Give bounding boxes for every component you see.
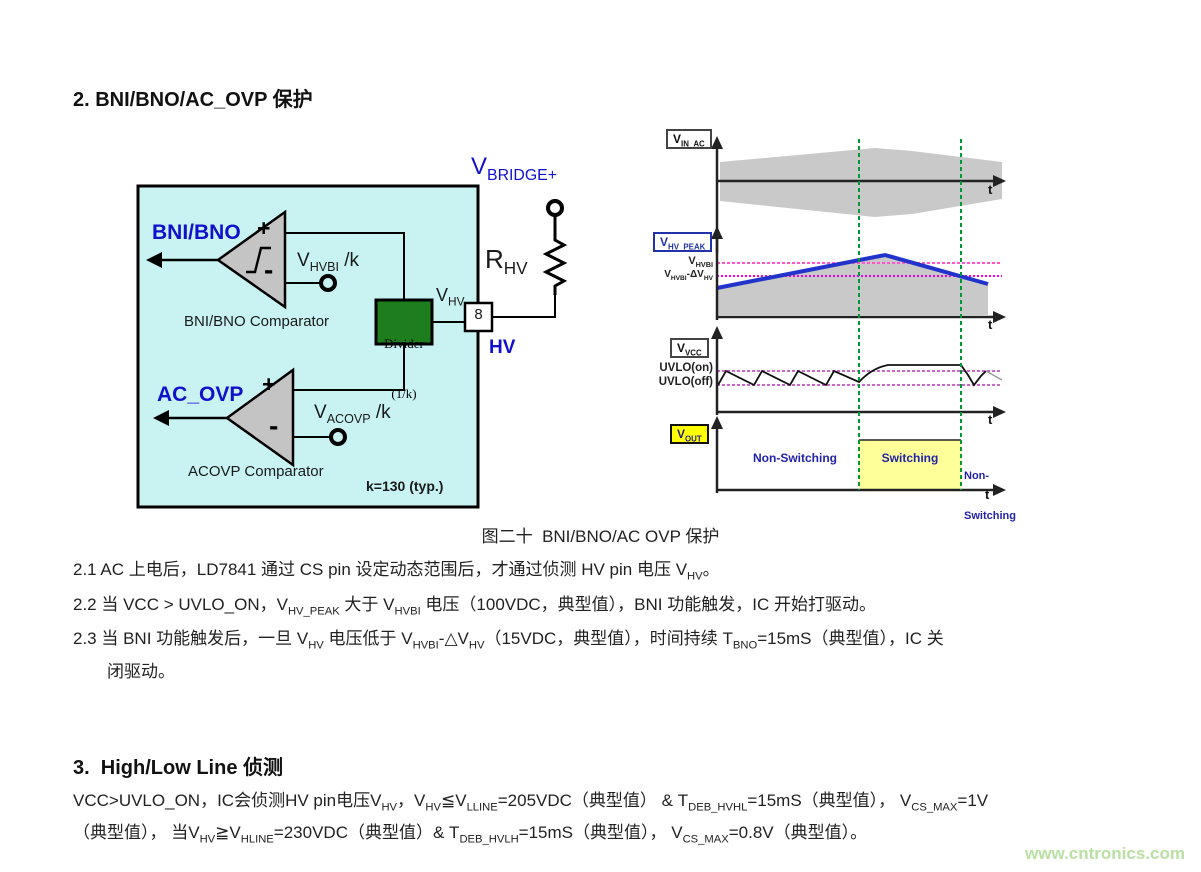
k-factor-note: k=130 (typ.): [366, 478, 444, 494]
divider-label-line2: (1/k): [391, 386, 417, 402]
plot3-y-arrow: [711, 326, 723, 339]
page-title: 2. BNI/BNO/AC_OVP 保护: [73, 89, 313, 111]
vbridge-label: VBRIDGE+: [471, 153, 557, 184]
vhv-label: VHV: [436, 285, 465, 309]
resistor-icon: [542, 215, 568, 295]
vhvbi-delta-ref-label: VHVBI-ΔVHV: [664, 269, 713, 282]
comp1-output-arrow: [146, 252, 162, 268]
vhvpeak-signal-label: VHV_PEAK: [653, 232, 713, 252]
divider-label: Divider (1/k): [376, 302, 432, 437]
plot1-t-label: t: [988, 182, 993, 197]
rhv-label: RHV: [485, 244, 528, 279]
comp2-plus-wire: [293, 344, 405, 391]
non-switching-left-label: Non-Switching: [753, 451, 837, 465]
bni-bno-output-label: BNI/BNO: [152, 221, 241, 244]
switching-label: Switching: [881, 451, 939, 465]
section3-line2: （典型值）， 当VHV≧VHLINE=230VDC（典型值）& TDEB_HVL…: [73, 823, 868, 846]
plot1-t-arrow: [993, 175, 1006, 187]
plot4-t-arrow: [993, 484, 1006, 496]
comparator1-minus-sign: -: [264, 254, 274, 285]
note-2-1: 2.1 AC 上电后，LD7841 通过 CS pin 设定动态范围后，才通过侦…: [73, 560, 720, 583]
vhvbi-ref-label-plot2: VHVBI: [688, 255, 713, 270]
hv-pin-label: HV: [489, 337, 516, 358]
note-2-3-line1: 2.3 当 BNI 功能触发后，一旦 VHV 电压低于 VHVBI-△VHV（1…: [73, 629, 944, 652]
comparator2-plus-sign: +: [262, 371, 276, 397]
plot4-y-arrow: [711, 416, 723, 429]
vacovp-ref-label: VACOVP /k: [314, 402, 391, 426]
non-switching-right-line2: Switching: [964, 509, 1016, 522]
waveform-diagram: [711, 136, 1006, 496]
comparator1-triangle: [215, 209, 287, 310]
pin8-number: 8: [474, 306, 483, 323]
note-2-3-line2: 闭驱动。: [107, 662, 175, 681]
section3-heading: 3. High/Low Line 侦测: [73, 757, 283, 779]
plot2-y-arrow: [711, 226, 723, 239]
switching-region: [859, 440, 961, 490]
non-switching-right-label: Non- Switching: [964, 444, 1030, 550]
ac-ovp-output-label: AC_OVP: [157, 383, 244, 406]
comp1-plus-wire: [285, 232, 405, 300]
vout-signal-label: VOUT: [670, 424, 709, 444]
ic-block-box: [136, 184, 480, 509]
uvlo-on-label: UVLO(on): [659, 362, 713, 374]
comparator1-plus-sign: +: [257, 215, 271, 241]
plot1-y-arrow: [711, 136, 723, 149]
hysteresis-icon: [246, 246, 271, 274]
divider-box: [374, 298, 434, 346]
comparator1-name: BNI/BNO Comparator: [184, 313, 330, 330]
plot2-t-arrow: [993, 311, 1006, 323]
vhvbi-ref-label: VHVBI /k: [297, 250, 359, 274]
terminal-circle-vbridge: [546, 199, 564, 217]
vhvpeak-curve: [716, 252, 989, 290]
plot2-t-label: t: [988, 317, 993, 332]
comp2-output-arrow: [153, 410, 169, 426]
note-2-2: 2.2 当 VCC > UVLO_ON，VHV_PEAK 大于 VHVBI 电压…: [73, 595, 876, 618]
comparator2-triangle: [224, 367, 295, 468]
figure-caption: 图二十 BNI/BNO/AC OVP 保护: [481, 527, 720, 546]
vcc-curve-tail: [985, 370, 1003, 381]
circuit-diagram: [136, 184, 568, 509]
pin8-box: [463, 301, 494, 333]
watermark: www.cntronics.com: [1025, 844, 1185, 863]
plot3-t-label: t: [988, 412, 993, 427]
comparator2-name: ACOVP Comparator: [188, 463, 324, 480]
vcc-signal-label: VVCC: [670, 338, 709, 358]
comparator2-minus-sign: -: [269, 410, 279, 441]
plot4-t-label: t: [985, 487, 990, 502]
vinac-envelope: [720, 148, 1002, 217]
terminal-circle-vhvbi: [319, 274, 337, 292]
non-switching-right-line1: Non-: [964, 470, 990, 483]
vcc-curve: [717, 364, 987, 387]
plot3-t-arrow: [993, 406, 1006, 418]
divider-label-line1: Divider: [384, 335, 424, 351]
section3-line1: VCC>UVLO_ON，IC会侦测HV pin电压VHV，VHV≦VLLINE=…: [73, 791, 989, 814]
terminal-circle-vacovp: [329, 428, 347, 446]
vinac-signal-label: VIN_AC: [666, 129, 712, 149]
uvlo-off-label: UVLO(off): [658, 376, 713, 388]
vhvpeak-fill: [718, 255, 988, 315]
pin-resistor-wire: [492, 295, 556, 318]
